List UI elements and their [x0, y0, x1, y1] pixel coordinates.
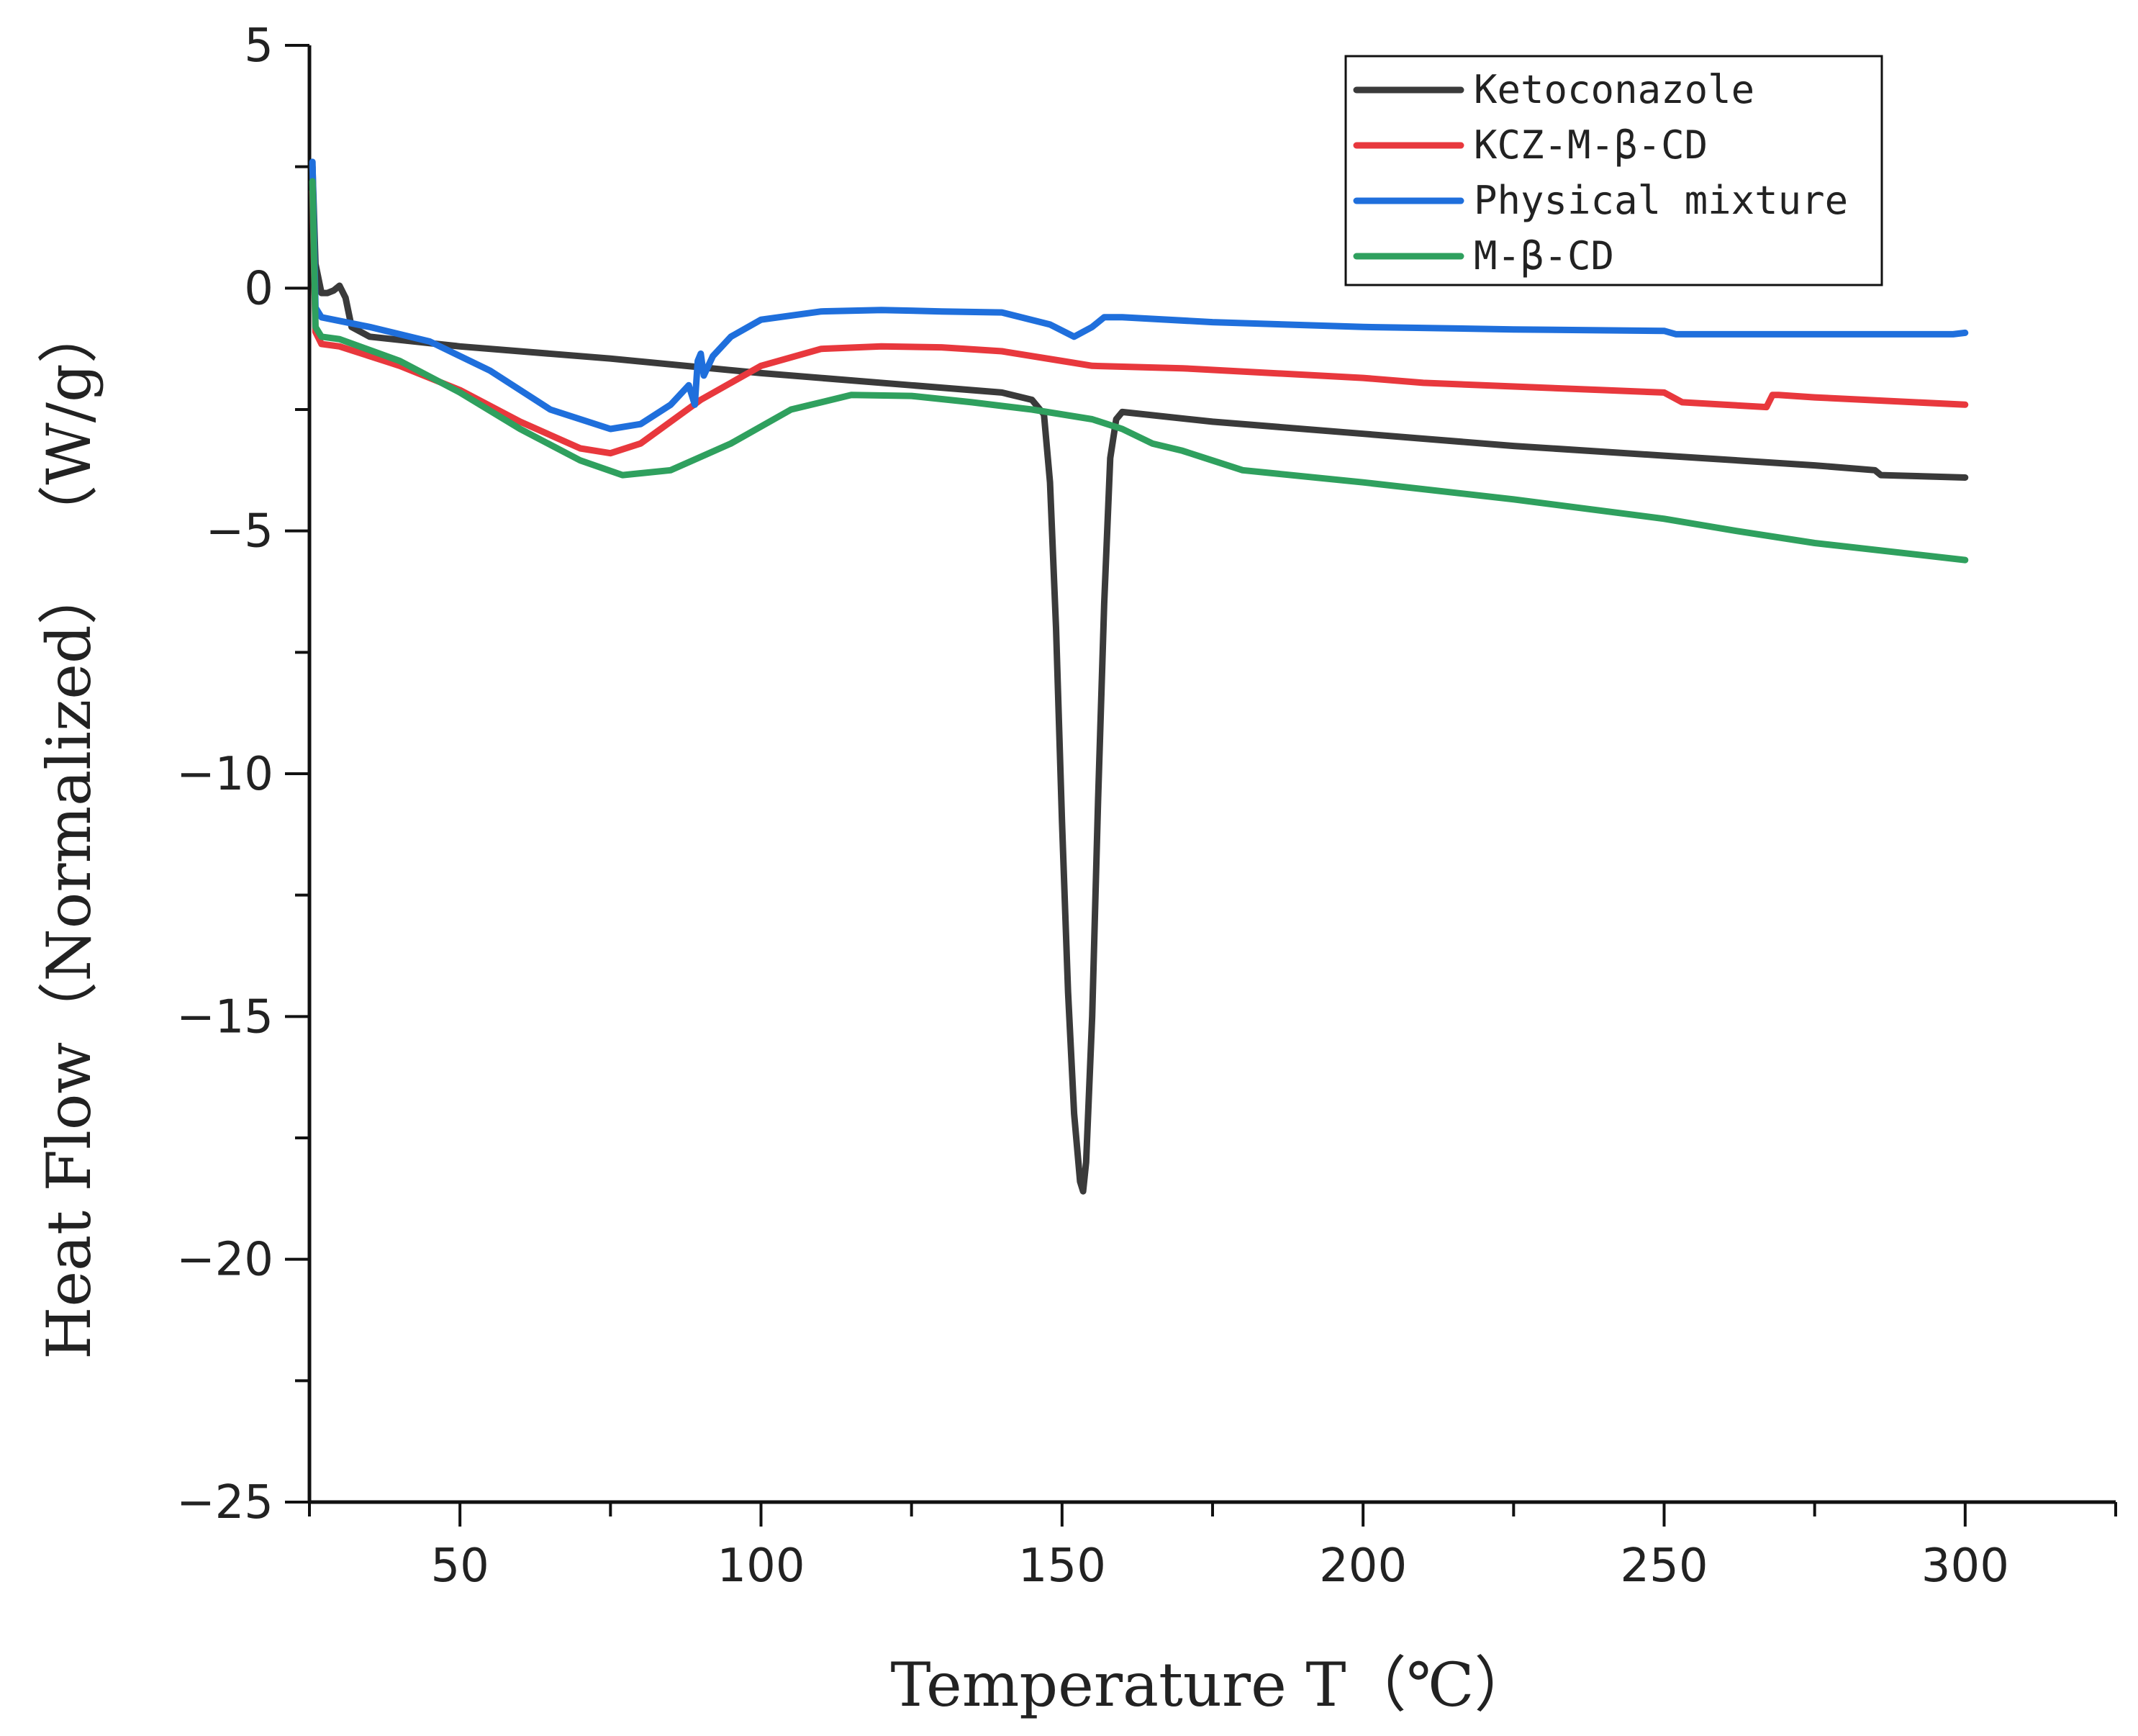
y-tick-label: −15 — [176, 990, 273, 1044]
legend: Ketoconazole KCZ-M-β-CD Physical mixture M-… — [1344, 55, 1883, 286]
ticks — [285, 44, 2117, 1527]
legend-label: Physical mixture — [1474, 178, 1848, 223]
y-tick-label: 5 — [244, 19, 273, 73]
y-tick-label: −20 — [176, 1234, 273, 1287]
y-tick-label: −10 — [176, 748, 273, 801]
x-tick-label: 50 — [430, 1540, 489, 1593]
x-axis-title: Temperature T（℃） — [890, 1650, 1534, 1720]
x-tick-label: 300 — [1921, 1540, 2009, 1593]
y-tick-label: 0 — [244, 262, 273, 315]
y-tick-label: −5 — [206, 505, 273, 559]
series-group — [309, 158, 1969, 1195]
series-line-3 — [309, 178, 1969, 564]
x-tick-label: 150 — [1018, 1540, 1106, 1593]
legend-box — [1344, 55, 1883, 286]
series-line-2 — [309, 158, 1969, 433]
legend-label: M-β-CD — [1474, 233, 1614, 279]
legend-label: Ketoconazole — [1474, 67, 1754, 112]
x-tick-label: 250 — [1620, 1540, 1708, 1593]
legend-label: KCZ-M-β-CD — [1474, 122, 1708, 168]
series-line-0 — [309, 163, 1969, 1195]
x-tick-label: 200 — [1319, 1540, 1407, 1593]
x-tick-label: 100 — [717, 1540, 805, 1593]
y-axis-title: Heat Flow（Normalized） （W/g） — [34, 303, 104, 1360]
y-tick-label: −25 — [176, 1476, 273, 1529]
